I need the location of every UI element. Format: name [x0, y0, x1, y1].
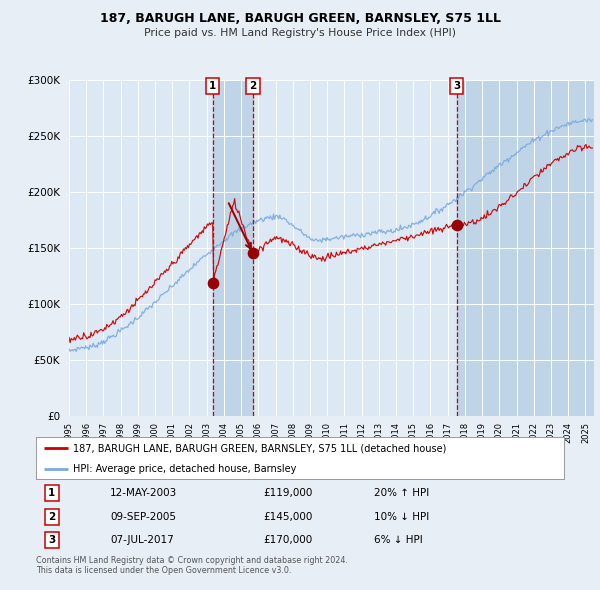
Text: 3: 3: [48, 535, 55, 545]
Text: 1: 1: [209, 81, 217, 91]
Text: 07-JUL-2017: 07-JUL-2017: [110, 535, 173, 545]
Point: [452, 221, 461, 230]
Point: [248, 249, 258, 258]
Text: 3: 3: [453, 81, 460, 91]
Text: 20% ↑ HPI: 20% ↑ HPI: [374, 488, 429, 498]
Text: 1: 1: [48, 488, 55, 498]
Bar: [213, 80, 253, 416]
Text: Price paid vs. HM Land Registry's House Price Index (HPI): Price paid vs. HM Land Registry's House …: [144, 28, 456, 38]
Text: 2: 2: [250, 81, 257, 91]
Text: Contains HM Land Registry data © Crown copyright and database right 2024.
This d: Contains HM Land Registry data © Crown c…: [36, 556, 348, 575]
Text: 2: 2: [48, 512, 55, 522]
Text: £119,000: £119,000: [263, 488, 313, 498]
Bar: [457, 80, 594, 416]
Text: 09-SEP-2005: 09-SEP-2005: [110, 512, 176, 522]
Point: [208, 278, 218, 287]
Text: £145,000: £145,000: [263, 512, 313, 522]
Text: 10% ↓ HPI: 10% ↓ HPI: [374, 512, 429, 522]
Text: 12-MAY-2003: 12-MAY-2003: [110, 488, 177, 498]
Text: 187, BARUGH LANE, BARUGH GREEN, BARNSLEY, S75 1LL (detached house): 187, BARUGH LANE, BARUGH GREEN, BARNSLEY…: [73, 443, 446, 453]
Text: £170,000: £170,000: [263, 535, 312, 545]
Text: 187, BARUGH LANE, BARUGH GREEN, BARNSLEY, S75 1LL: 187, BARUGH LANE, BARUGH GREEN, BARNSLEY…: [100, 12, 500, 25]
Text: HPI: Average price, detached house, Barnsley: HPI: Average price, detached house, Barn…: [73, 464, 296, 474]
Text: 6% ↓ HPI: 6% ↓ HPI: [374, 535, 422, 545]
